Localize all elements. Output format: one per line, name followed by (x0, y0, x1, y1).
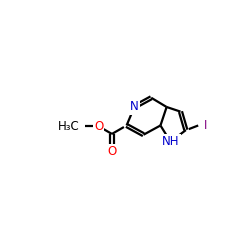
Text: O: O (94, 120, 103, 133)
Text: NH: NH (162, 135, 179, 148)
Text: H₃C: H₃C (58, 120, 80, 133)
Text: I: I (204, 119, 207, 132)
Text: O: O (107, 145, 117, 158)
Text: N: N (130, 100, 139, 114)
